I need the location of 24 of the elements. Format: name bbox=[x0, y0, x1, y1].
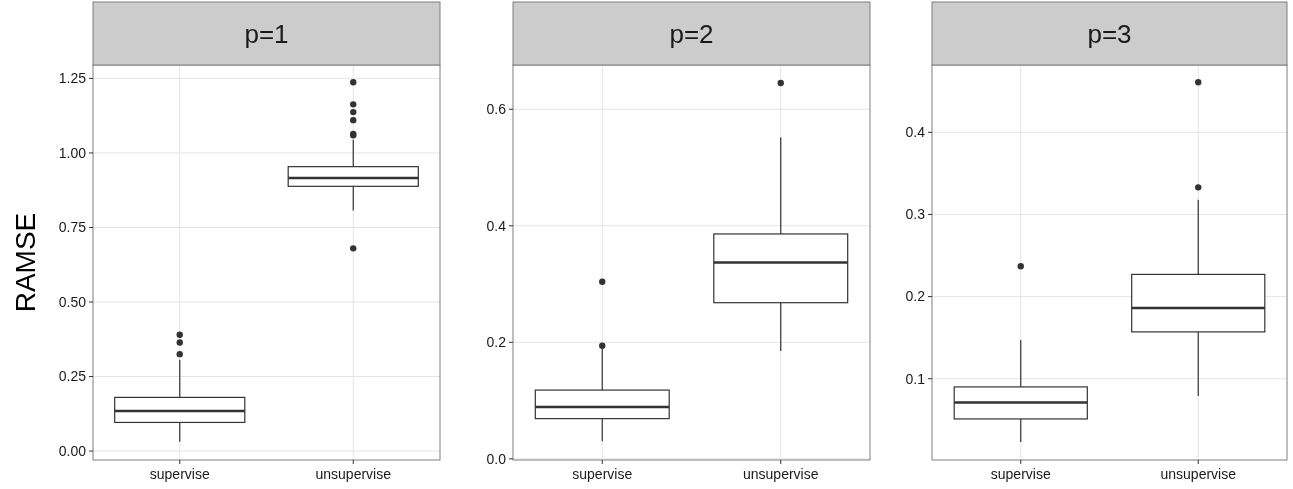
chart-title: p=2 bbox=[669, 18, 714, 49]
y-tick-label: 0.2 bbox=[486, 334, 507, 351]
y-tick-label: 0.50 bbox=[58, 293, 87, 310]
y-tick-label: 0.25 bbox=[58, 368, 87, 385]
y-tick-label: 1.25 bbox=[58, 70, 87, 87]
x-tick-label: supervise bbox=[990, 466, 1051, 482]
x-tick-label: supervise bbox=[572, 466, 633, 482]
y-tick-label: 0.1 bbox=[905, 370, 926, 387]
y-tick-label: 0.4 bbox=[905, 124, 926, 141]
chart-title: p=3 bbox=[1087, 18, 1132, 49]
y-axis-title: RAMSE bbox=[10, 212, 41, 313]
x-tick-label: unsupervise bbox=[743, 466, 819, 482]
y-tick-label: 0.75 bbox=[58, 219, 87, 236]
y-tick-label: 0.4 bbox=[486, 217, 507, 234]
y-tick-label: 0.00 bbox=[58, 442, 87, 459]
x-tick-label: unsupervise bbox=[315, 466, 392, 482]
y-tick-label: 1.00 bbox=[58, 144, 87, 161]
y-tick-label: 0.3 bbox=[905, 206, 926, 223]
x-tick-label: supervise bbox=[149, 466, 210, 482]
chart-title: p=1 bbox=[244, 18, 289, 49]
y-tick-label: 0.0 bbox=[486, 450, 507, 467]
y-tick-label: 0.2 bbox=[905, 288, 926, 305]
y-tick-label: 0.6 bbox=[486, 101, 507, 118]
x-tick-label: unsupervise bbox=[1160, 466, 1237, 482]
